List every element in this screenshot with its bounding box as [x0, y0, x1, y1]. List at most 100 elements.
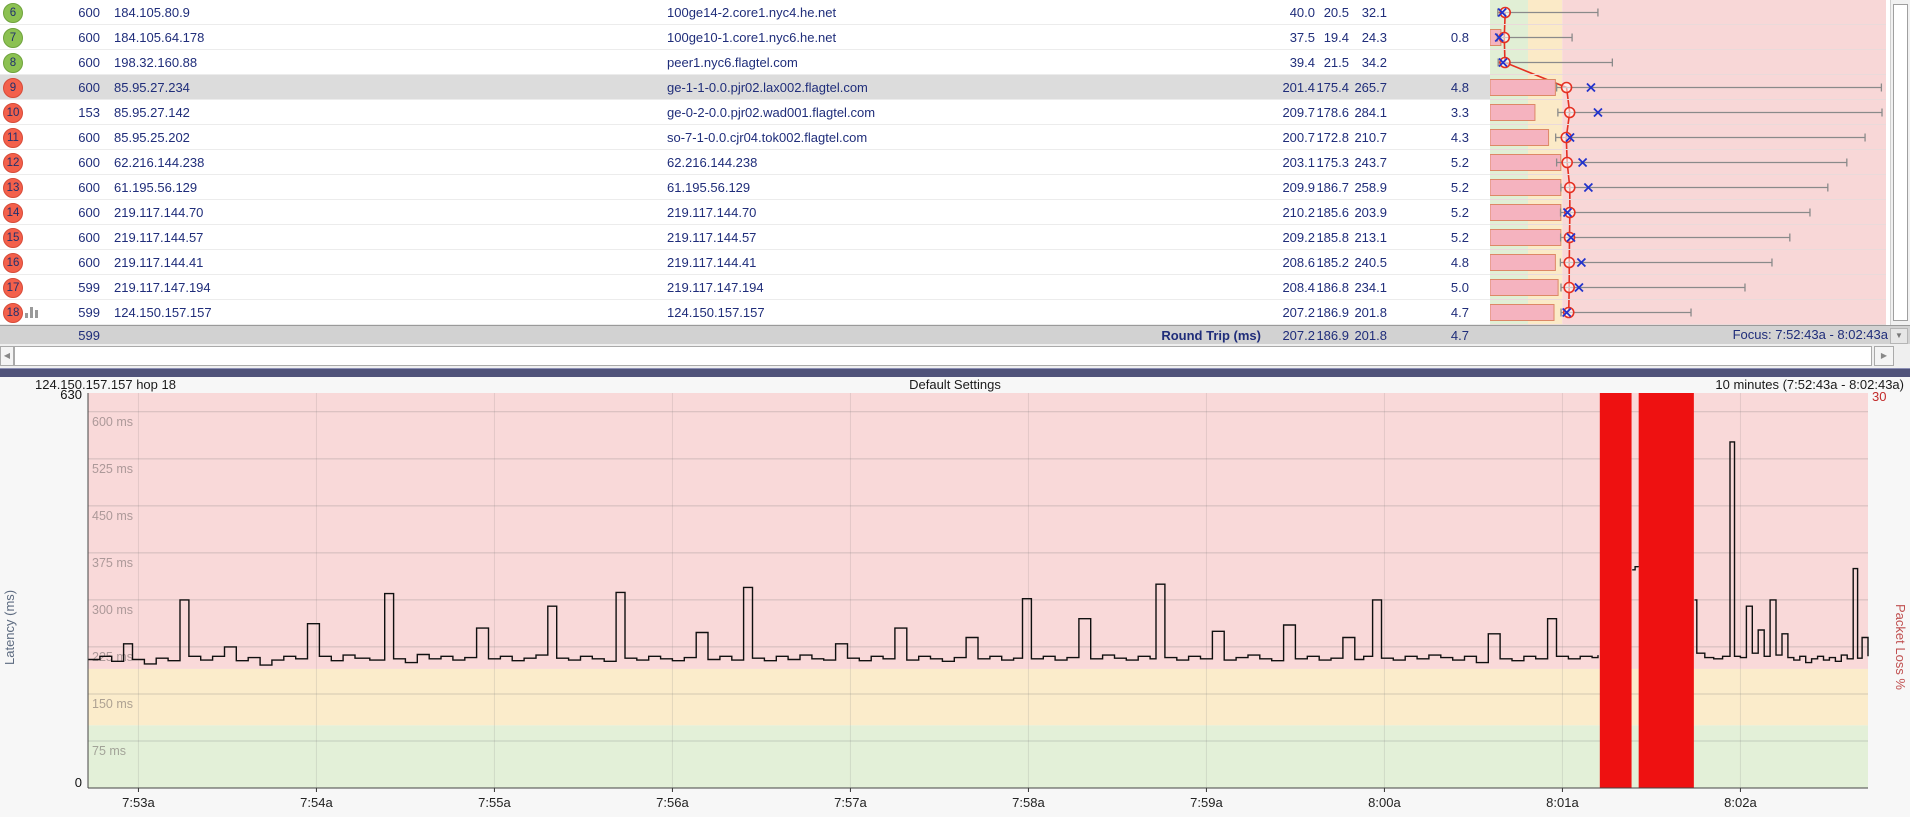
- table-row-hop-15[interactable]: 15 600 219.117.144.57 219.117.144.57 209…: [0, 225, 1490, 250]
- timeline-chart[interactable]: 124.150.157.157 hop 18 Default Settings …: [0, 377, 1910, 817]
- chart-target-label: 124.150.157.157 hop 18: [35, 377, 176, 392]
- hop-cur: 24.3: [1361, 29, 1387, 45]
- svg-text:75 ms: 75 ms: [92, 744, 126, 758]
- sample-count: 600: [78, 29, 100, 45]
- hop-min: 186.8: [1316, 279, 1349, 295]
- hop-packet-loss: 5.2: [1450, 154, 1469, 170]
- hop-table: 6 600 184.105.80.9 100ge14-2.core1.nyc4.…: [0, 0, 1910, 343]
- table-horizontal-scrollbar[interactable]: ◀ ▶: [0, 344, 1910, 367]
- hop-min: 185.8: [1316, 229, 1349, 245]
- hop-packet-loss: 5.2: [1450, 229, 1469, 245]
- latency-plot[interactable]: 600 ms 525 ms 450 ms 375 ms 300 ms 225 ms 150 …: [0, 377, 1910, 817]
- table-row-hop-9[interactable]: 9 600 85.95.27.234 ge-1-1-0.0.pjr02.lax0…: [0, 75, 1490, 100]
- hop-dns: peer1.nyc6.flagtel.com: [667, 54, 798, 70]
- round-trip-avg: 207.2: [1282, 327, 1315, 343]
- hop-cur: 210.7: [1354, 129, 1387, 145]
- svg-text:450 ms: 450 ms: [92, 509, 133, 523]
- table-vertical-scrollbar[interactable]: [1890, 0, 1910, 325]
- focus-dropdown-icon[interactable]: ▼: [1890, 328, 1908, 344]
- hop-ip: 85.95.27.234: [114, 79, 190, 95]
- hop-ip: 85.95.25.202: [114, 129, 190, 145]
- sample-count: 600: [78, 204, 100, 220]
- hop-dns: 219.117.144.70: [667, 204, 757, 220]
- round-trip-count: 599: [78, 327, 100, 343]
- table-row-hop-17[interactable]: 17 599 219.117.147.194 219.117.147.194 2…: [0, 275, 1490, 300]
- hop-min: 20.5: [1323, 4, 1349, 20]
- hop-min: 186.7: [1316, 179, 1349, 195]
- hop-cur: 258.9: [1354, 179, 1387, 195]
- sample-count: 599: [78, 304, 100, 320]
- hop-ip: 62.216.144.238: [114, 154, 205, 170]
- svg-text:525 ms: 525 ms: [92, 462, 133, 476]
- hop-ip: 85.95.27.142: [114, 104, 190, 120]
- hop-ip: 219.117.144.70: [114, 204, 204, 220]
- hop-avg: 208.4: [1282, 279, 1315, 295]
- hop-packet-loss: 3.3: [1450, 104, 1469, 120]
- table-row-hop-10[interactable]: 10 153 85.95.27.142 ge-0-2-0.0.pjr02.wad…: [0, 100, 1490, 125]
- time-tick-label: 8:00a: [1368, 795, 1401, 810]
- packet-loss-axis-title: Packet Loss %: [1893, 604, 1908, 690]
- focus-range-label[interactable]: Focus: 7:52:43a - 8:02:43a: [1732, 327, 1888, 342]
- hop-dns: 219.117.147.194: [667, 279, 764, 295]
- hop-packet-loss: 5.2: [1450, 179, 1469, 195]
- hop-min: 185.2: [1316, 254, 1349, 270]
- hop-avg: 209.7: [1282, 104, 1315, 120]
- hop-cur: 201.8: [1354, 304, 1387, 320]
- svg-text:375 ms: 375 ms: [92, 556, 133, 570]
- packet-loss-outage: [1638, 393, 1694, 788]
- hop-avg: 207.2: [1282, 304, 1315, 320]
- hop-cur: 34.2: [1361, 54, 1387, 70]
- table-row-hop-12[interactable]: 12 600 62.216.144.238 62.216.144.238 203…: [0, 150, 1490, 175]
- round-trip-row: 599 Round Trip (ms) 207.2 186.9 201.8 4.…: [0, 325, 1910, 345]
- scrollbar-thumb[interactable]: [1893, 4, 1908, 321]
- time-tick-label: 7:59a: [1190, 795, 1223, 810]
- time-tick-label: 7:54a: [300, 795, 333, 810]
- table-row-hop-8[interactable]: 8 600 198.32.160.88 peer1.nyc6.flagtel.c…: [0, 50, 1490, 75]
- round-trip-min: 186.9: [1316, 327, 1349, 343]
- chart-header: 124.150.157.157 hop 18 Default Settings …: [0, 377, 1910, 393]
- packet-loss-outage: [1599, 393, 1632, 788]
- table-row-hop-7[interactable]: 7 600 184.105.64.178 100ge10-1.core1.nyc…: [0, 25, 1490, 50]
- table-row-hop-16[interactable]: 16 600 219.117.144.41 219.117.144.41 208…: [0, 250, 1490, 275]
- hop-avg: 40.0: [1289, 4, 1315, 20]
- hop-avg: 200.7: [1282, 129, 1315, 145]
- hop-ip: 219.117.144.41: [114, 254, 204, 270]
- pane-splitter[interactable]: [0, 368, 1910, 377]
- table-row-hop-13[interactable]: 13 600 61.195.56.129 61.195.56.129 209.9…: [0, 175, 1490, 200]
- time-tick-label: 7:55a: [478, 795, 511, 810]
- hop-avg: 209.9: [1282, 179, 1315, 195]
- sample-count: 600: [78, 54, 100, 70]
- hop-packet-loss: 4.8: [1450, 254, 1469, 270]
- hop-cur: 234.1: [1354, 279, 1387, 295]
- hop-min: 21.5: [1323, 54, 1349, 70]
- hop-avg: 203.1: [1282, 154, 1315, 170]
- hop-dns: 100ge10-1.core1.nyc6.he.net: [667, 29, 837, 45]
- hop-min: 172.8: [1316, 129, 1349, 145]
- hop-cur: 32.1: [1361, 4, 1387, 20]
- hop-cur: 213.1: [1354, 229, 1387, 245]
- sample-count: 600: [78, 154, 100, 170]
- hop-min: 19.4: [1323, 29, 1349, 45]
- hop-latency-minigraph: [1490, 0, 1886, 325]
- table-row-hop-6[interactable]: 6 600 184.105.80.9 100ge14-2.core1.nyc4.…: [0, 0, 1490, 25]
- scroll-left-icon[interactable]: ◀: [0, 346, 14, 366]
- time-tick-label: 7:56a: [656, 795, 689, 810]
- hop-ip: 61.195.56.129: [114, 179, 198, 195]
- hop-cur: 203.9: [1354, 204, 1387, 220]
- svg-text:225 ms: 225 ms: [92, 650, 133, 664]
- table-row-hop-18[interactable]: 18 599 124.150.157.157 124.150.157.157 2…: [0, 300, 1490, 325]
- hop-ip: 219.117.144.57: [114, 229, 204, 245]
- round-trip-pl: 4.7: [1450, 327, 1469, 343]
- hop-min: 186.9: [1316, 304, 1349, 320]
- scroll-right-icon[interactable]: ▶: [1874, 346, 1894, 366]
- sample-count: 599: [78, 279, 100, 295]
- chart-timespan-label: 10 minutes (7:52:43a - 8:02:43a): [1715, 377, 1904, 392]
- time-tick-label: 7:57a: [834, 795, 867, 810]
- table-row-hop-11[interactable]: 11 600 85.95.25.202 so-7-1-0.0.cjr04.tok…: [0, 125, 1490, 150]
- table-row-hop-14[interactable]: 14 600 219.117.144.70 219.117.144.70 210…: [0, 200, 1490, 225]
- hop-min: 178.6: [1316, 104, 1349, 120]
- scrollbar-track[interactable]: [14, 346, 1872, 366]
- hop-cur: 265.7: [1354, 79, 1387, 95]
- time-tick-label: 7:53a: [122, 795, 155, 810]
